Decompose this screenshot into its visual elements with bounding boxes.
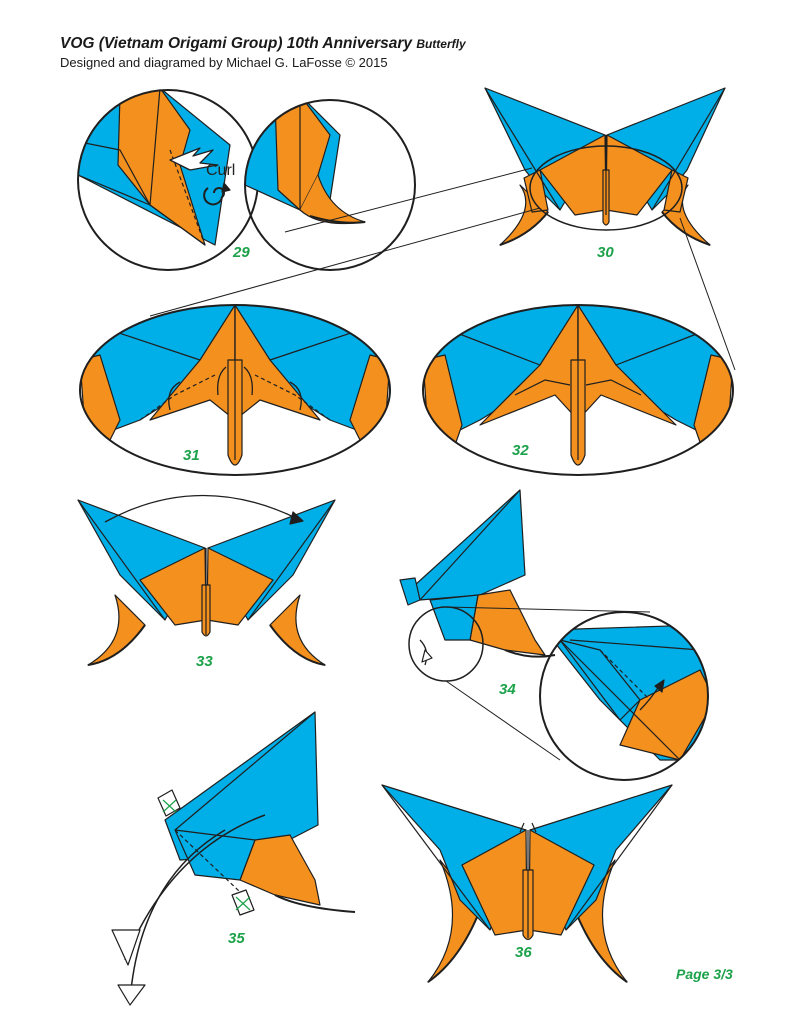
step-31-zoom [79, 304, 391, 476]
step-35-side-view [111, 711, 356, 1006]
page-number: Page 3/3 [676, 966, 733, 982]
step-30-butterfly [484, 87, 726, 246]
step-number: 34 [499, 681, 516, 698]
curl-label: Curl [206, 162, 235, 179]
step-33-butterfly [77, 494, 336, 666]
step-number: 30 [597, 244, 614, 261]
page-title: VOG (Vietnam Origami Group) 10th Anniver… [60, 35, 466, 53]
step-34-zoom [539, 611, 709, 781]
step-34-side-view [399, 489, 651, 761]
step-29-zoom-left: Curl [77, 89, 259, 271]
step-36-butterfly [381, 784, 673, 983]
step-number: 36 [515, 944, 532, 961]
step-number: 29 [232, 244, 250, 261]
step-number: 32 [512, 442, 529, 459]
step-number: 33 [196, 653, 213, 670]
step-32-zoom [422, 304, 734, 476]
step-29-zoom-right [244, 99, 416, 271]
title-sub: Butterfly [416, 37, 466, 51]
title-main: VOG (Vietnam Origami Group) 10th Anniver… [60, 35, 412, 52]
connector-lines [149, 167, 736, 371]
designer-credit: Designed and diagramed by Michael G. LaF… [60, 55, 388, 70]
step-number: 31 [183, 447, 200, 464]
step-number: 35 [228, 930, 245, 947]
